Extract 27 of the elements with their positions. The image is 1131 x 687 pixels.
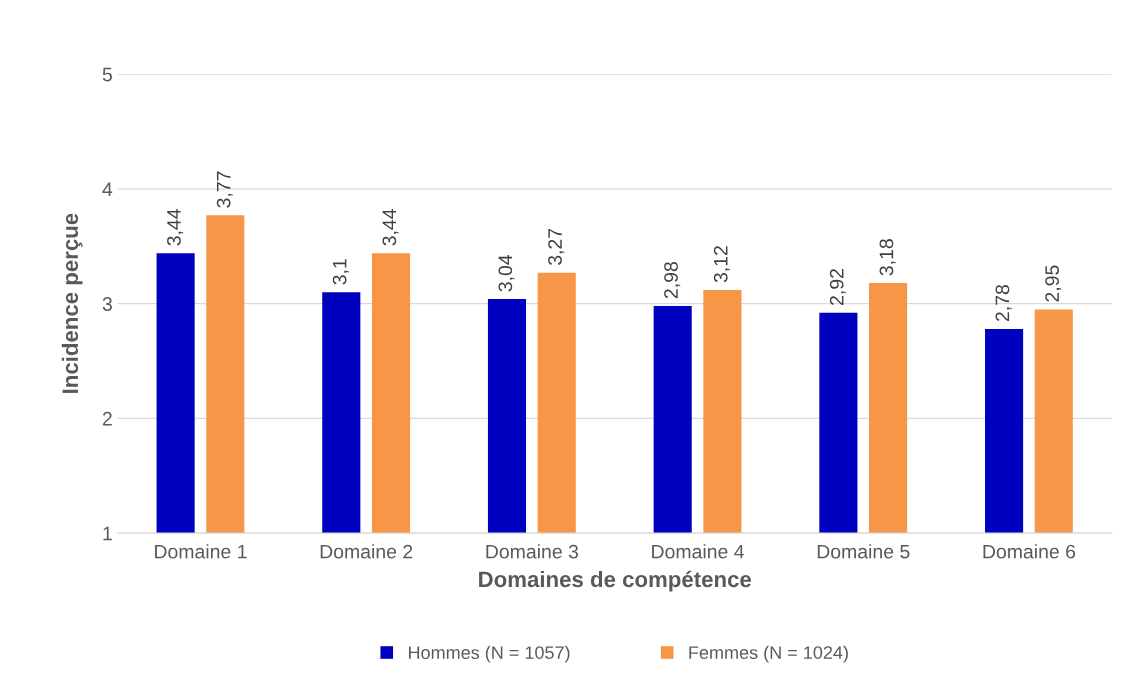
data-label: 3,1	[332, 259, 349, 285]
data-label: 2,92	[829, 269, 846, 305]
x-tick-label: Domaine 2	[320, 544, 413, 559]
legend-label: Femmes (N = 1024)	[689, 645, 848, 663]
y-tick-label: 4	[102, 182, 113, 196]
data-label: 3,77	[216, 171, 233, 208]
legend-label: Hommes (N = 1057)	[409, 645, 570, 663]
data-label: 3,27	[548, 228, 565, 266]
data-label: 3,18	[879, 239, 896, 276]
y-tick-label: 1	[103, 526, 112, 541]
data-label: 2,98	[664, 262, 681, 299]
y-tick-label: 5	[102, 67, 112, 82]
x-axis-title: Domaines de compétence	[479, 570, 752, 592]
data-label: 3,04	[498, 254, 515, 292]
y-tick-label: 2	[102, 411, 112, 426]
x-tick-label: Domaine 6	[983, 544, 1076, 559]
data-label: 2,78	[995, 285, 1012, 322]
data-label: 2,95	[1045, 265, 1062, 302]
data-label: 3,44	[167, 209, 184, 246]
y-tick-label: 3	[102, 297, 112, 311]
data-label: 3,44	[382, 209, 399, 246]
x-tick-label: Domaine 1	[155, 544, 247, 559]
x-tick-label: Domaine 4	[652, 544, 744, 559]
data-label: 3,12	[713, 246, 730, 283]
x-tick-label: Domaine 3	[486, 544, 579, 559]
x-tick-label: Domaine 5	[817, 544, 910, 559]
y-axis-title: Incidence perçue	[61, 213, 83, 393]
